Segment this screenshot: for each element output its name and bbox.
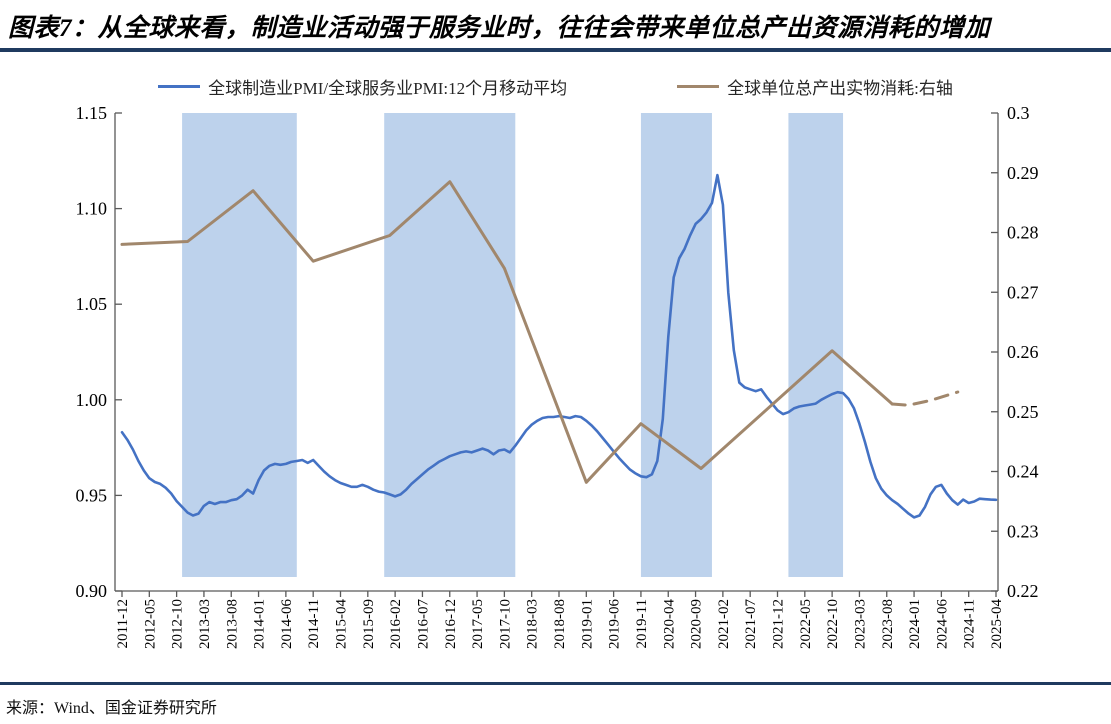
left-axis-label: 1.00 xyxy=(76,390,108,410)
x-axis-label: 2018-08 xyxy=(552,599,568,649)
left-axis-label: 1.05 xyxy=(76,294,108,314)
x-axis-label: 2013-08 xyxy=(224,599,240,649)
x-axis-label: 2014-06 xyxy=(279,599,295,649)
x-axis-label: 2021-12 xyxy=(771,599,787,649)
recession-bands xyxy=(182,113,844,577)
legend-label: 全球单位总产出实物消耗:右轴 xyxy=(727,79,953,98)
x-axis-label: 2018-03 xyxy=(525,599,541,649)
x-axis-label: 2019-11 xyxy=(634,599,650,648)
shaded-band xyxy=(384,113,516,577)
chart-title: 图表7：从全球来看，制造业活动强于服务业时，往往会带来单位总产出资源消耗的增加 xyxy=(8,15,991,42)
x-axis-label: 2016-07 xyxy=(415,599,431,649)
title-separator xyxy=(0,48,1111,52)
x-axis-label: 2024-06 xyxy=(934,599,950,649)
series-line-resource-consumption-forecast xyxy=(890,390,960,407)
left-axis-label: 1.10 xyxy=(76,199,108,219)
right-axis-label: 0.29 xyxy=(1007,163,1039,183)
x-axis: 2011-12 2012-05 2012-10 2013-03 2013-08 2014-… xyxy=(115,591,1005,649)
right-axis-label: 0.26 xyxy=(1007,342,1039,362)
legend-line-swatch xyxy=(158,85,201,88)
x-axis-label: 2012-10 xyxy=(170,599,186,649)
x-axis-label: 2011-12 xyxy=(115,599,131,648)
x-axis-label: 2022-05 xyxy=(798,599,814,649)
x-axis-label: 2017-10 xyxy=(497,599,513,649)
right-axis-label: 0.28 xyxy=(1007,223,1039,243)
x-axis-label: 2015-09 xyxy=(361,599,377,649)
series-line-resource-consumption xyxy=(120,180,894,484)
left-axis: 0.90 0.95 1.00 1.05 1.10 1.15 xyxy=(76,103,122,601)
right-axis-label: 0.3 xyxy=(1007,103,1030,123)
chart-legend: 全球制造业PMI/全球服务业PMI:12个月移动平均 全球单位总产出实物消耗:右轴 xyxy=(0,74,1111,99)
x-axis-label: 2016-02 xyxy=(388,599,404,649)
x-axis-label: 2016-12 xyxy=(443,599,459,649)
x-axis-label: 2022-10 xyxy=(825,599,841,649)
left-axis-label: 0.90 xyxy=(76,581,108,601)
x-axis-label: 2021-02 xyxy=(716,599,732,649)
x-axis-label: 2023-03 xyxy=(852,599,868,649)
x-axis-label: 2021-07 xyxy=(743,599,759,649)
source-note: 来源：Wind、国金证券研究所 xyxy=(6,700,217,717)
legend-label: 全球制造业PMI/全球服务业PMI:12个月移动平均 xyxy=(208,79,568,98)
legend-item-0: 全球制造业PMI/全球服务业PMI:12个月移动平均 xyxy=(158,74,567,99)
left-axis-label: 0.95 xyxy=(76,485,108,505)
shaded-band xyxy=(640,113,712,577)
legend-line-swatch xyxy=(677,85,720,88)
legend-item-1: 全球单位总产出实物消耗:右轴 xyxy=(677,74,953,99)
x-axis-label: 2020-09 xyxy=(689,599,705,649)
x-axis-label: 2024-01 xyxy=(907,599,923,649)
right-axis-label: 0.27 xyxy=(1007,282,1039,302)
right-axis-label: 0.25 xyxy=(1007,402,1039,422)
x-axis-label: 2014-11 xyxy=(306,599,322,648)
x-axis-label: 2014-01 xyxy=(252,599,268,649)
right-axis: 0.22 0.23 0.24 0.25 0.26 0.27 0.28 0.29 0.3 xyxy=(991,103,1039,601)
footer-separator xyxy=(0,682,1111,685)
shaded-band xyxy=(182,113,297,577)
x-axis-label: 2025-04 xyxy=(989,599,1005,649)
x-axis-label: 2013-03 xyxy=(197,599,213,649)
right-axis-label: 0.22 xyxy=(1007,581,1039,601)
x-axis-label: 2012-05 xyxy=(142,599,158,649)
right-axis-label: 0.23 xyxy=(1007,521,1039,541)
x-axis-label: 2024-11 xyxy=(962,599,978,648)
x-axis-label: 2019-01 xyxy=(579,599,595,649)
left-axis-label: 1.15 xyxy=(76,103,108,123)
x-axis-label: 2019-06 xyxy=(607,599,623,649)
series-line-manufacturing-pmi-ratio xyxy=(120,173,998,519)
x-axis-label: 2017-05 xyxy=(470,599,486,649)
shaded-band xyxy=(788,113,844,577)
x-axis-label: 2015-04 xyxy=(334,599,350,649)
x-axis-label: 2023-08 xyxy=(880,599,896,649)
right-axis-label: 0.24 xyxy=(1007,462,1039,482)
x-axis-label: 2020-04 xyxy=(661,599,677,649)
